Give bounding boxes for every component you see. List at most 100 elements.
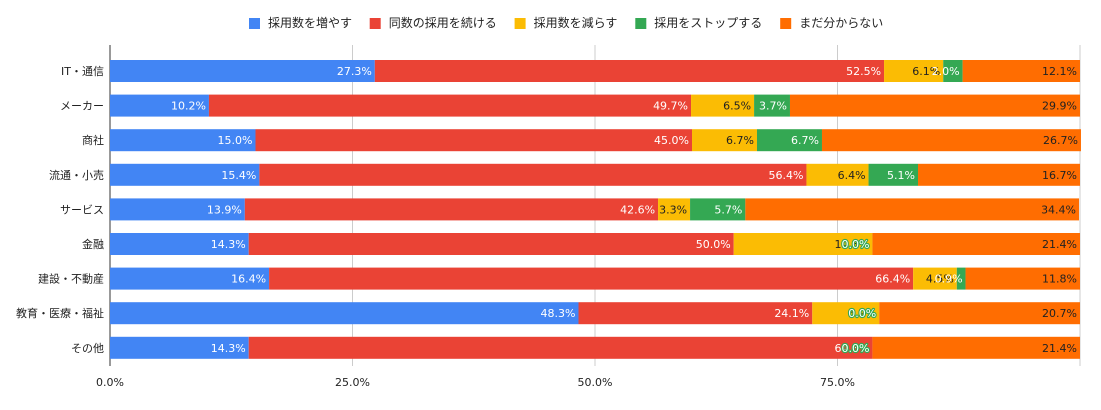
data-label: 14.3% — [834, 238, 869, 251]
category-label: IT・通信 — [61, 65, 104, 78]
data-label: 20.7% — [1042, 307, 1077, 320]
legend-swatch — [249, 18, 260, 29]
data-label: 16.7% — [1042, 169, 1077, 182]
data-label: 26.7% — [1043, 134, 1078, 147]
bar-segment — [110, 267, 270, 290]
category-label: メーカー — [60, 100, 104, 113]
category-label: 建設・不動産 — [38, 272, 104, 286]
data-label: 21.4% — [1042, 238, 1077, 251]
data-label: 24.1% — [774, 307, 809, 320]
data-label: 6.5% — [723, 100, 751, 113]
bar-segment — [913, 267, 957, 290]
data-label: 0.9% — [935, 273, 963, 286]
legend-label: 同数の採用を続ける — [389, 15, 497, 30]
bar-segment — [692, 129, 757, 152]
bar-segment — [879, 302, 1080, 325]
data-label: 6.7% — [791, 134, 819, 147]
data-label: 0.0% — [841, 238, 869, 251]
bars — [110, 60, 1081, 359]
data-label: 29.9% — [1042, 100, 1077, 113]
x-tick-label: 75.0% — [820, 376, 855, 389]
data-label: 15.4% — [221, 169, 256, 182]
data-label: 5.1% — [887, 169, 915, 182]
bar-segment — [872, 233, 1080, 255]
x-tick-labels: 0.0% 25.0% 50.0% 75.0% — [96, 376, 855, 389]
bar-segment — [248, 336, 873, 359]
bar-segment — [259, 163, 807, 186]
data-label: 6.4% — [838, 169, 866, 182]
data-labels: 27.3% 52.5% 6.1%2.0% 12.1% 10.2% 49.7% 6.5% 3.7… — [171, 65, 1078, 356]
bar-segment — [745, 198, 1080, 221]
data-label: 27.3% — [337, 65, 372, 78]
x-tick-label: 50.0% — [578, 376, 613, 389]
bar-segment — [690, 198, 746, 221]
data-label: 0.0% — [841, 342, 869, 355]
data-label: 42.6% — [620, 203, 655, 216]
legend-label: 採用数を増やす — [268, 15, 352, 30]
legend-swatch — [780, 18, 792, 29]
bar-segment — [110, 129, 256, 152]
data-label: 66.4% — [875, 273, 910, 286]
bar-segment — [691, 94, 755, 117]
legend-label: 採用数を減らす — [534, 15, 618, 30]
data-label: 50.0% — [696, 238, 731, 251]
category-label: その他 — [71, 342, 104, 355]
bar-segment — [374, 60, 885, 82]
data-label: 13.9% — [207, 203, 242, 216]
bar-segment — [756, 129, 822, 152]
data-label: 3.7% — [759, 100, 787, 113]
data-label: 21.4% — [1042, 342, 1077, 355]
bar-segment — [821, 129, 1081, 152]
bar-segment — [248, 233, 734, 255]
bar-segment — [244, 198, 659, 221]
data-label: 10.2% — [171, 100, 206, 113]
data-label: 11.8% — [1042, 273, 1077, 286]
data-label: 6.7% — [726, 134, 754, 147]
x-tick-label: 25.0% — [335, 376, 370, 389]
x-tick-label: 0.0% — [96, 376, 124, 389]
data-label: 6.9% — [848, 307, 876, 320]
data-label: 12.1% — [1042, 65, 1077, 78]
category-label: 金融 — [82, 237, 104, 251]
data-label: 48.3% — [541, 307, 576, 320]
bar-segment — [812, 302, 880, 325]
bar-segment — [956, 267, 966, 290]
bar-segment — [789, 94, 1080, 117]
bar-segment — [943, 60, 963, 82]
data-label: 0.0% — [848, 307, 876, 320]
data-label: 15.0% — [218, 134, 253, 147]
data-label: 0.0% — [841, 342, 869, 355]
data-label: 34.4% — [1041, 203, 1076, 216]
data-label: 2.0% — [932, 65, 960, 78]
category-label: サービス — [60, 203, 104, 216]
bar-segment — [110, 163, 260, 186]
data-label: 64.3% — [834, 342, 869, 355]
data-label: 16.4% — [231, 273, 266, 286]
bar-segment — [208, 94, 692, 117]
data-label: 52.5% — [846, 65, 881, 78]
bar-segment — [733, 233, 873, 255]
bar-segment — [269, 267, 914, 290]
bar-segment — [110, 198, 245, 221]
bar-segment — [962, 60, 1080, 82]
bar-segment — [110, 336, 249, 359]
bar-segment — [918, 163, 1080, 186]
data-label: 6.1% — [912, 65, 940, 78]
bar-segment — [884, 60, 944, 82]
data-label: 3.3% — [659, 203, 687, 216]
legend-swatch — [369, 18, 381, 29]
legend-swatch — [514, 18, 526, 29]
data-label: 49.7% — [653, 100, 688, 113]
data-label: 5.7% — [714, 203, 742, 216]
data-label: 45.0% — [654, 134, 689, 147]
category-label: 教育・医療・福祉 — [16, 306, 104, 320]
category-label: 商社 — [82, 133, 104, 147]
bar-segment — [658, 198, 691, 221]
legend-swatch — [635, 18, 647, 29]
data-label: 14.3% — [211, 342, 246, 355]
bar-segment — [965, 267, 1080, 290]
legend: 採用数を増やす 同数の採用を続ける 採用数を減らす 採用をストップする まだ分からない — [249, 15, 883, 30]
data-label: 14.3% — [211, 238, 246, 251]
bar-segment — [110, 94, 209, 117]
